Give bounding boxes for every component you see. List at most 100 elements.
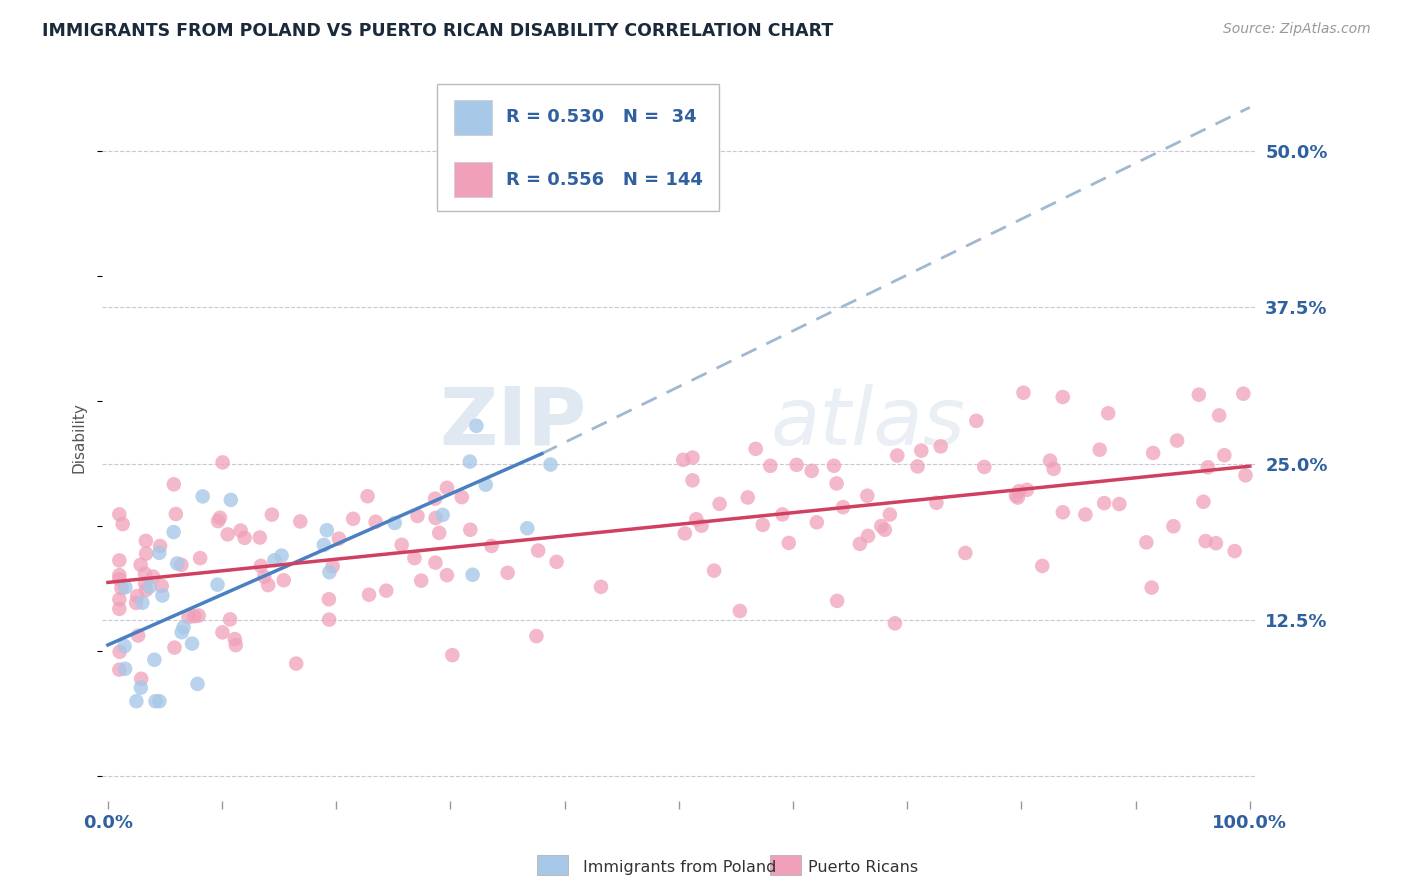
Text: ZIP: ZIP <box>439 384 586 461</box>
Point <box>135 533 157 548</box>
Point <box>357 588 380 602</box>
Point <box>737 491 759 505</box>
Point <box>170 625 193 640</box>
Point <box>1008 484 1031 499</box>
Point <box>249 558 271 573</box>
Point <box>907 459 929 474</box>
Point <box>188 551 211 566</box>
Point <box>165 507 187 521</box>
Point <box>217 527 239 541</box>
Point <box>886 449 908 463</box>
Point <box>131 596 153 610</box>
Point <box>1208 409 1230 423</box>
Point <box>425 556 447 570</box>
Point <box>1074 508 1097 522</box>
Point <box>1163 519 1185 533</box>
Point <box>925 496 948 510</box>
Point <box>955 546 977 560</box>
Point <box>1088 442 1111 457</box>
Point <box>516 521 538 535</box>
Point <box>143 653 166 667</box>
Point <box>703 564 725 578</box>
Point <box>589 580 612 594</box>
Point <box>229 524 252 538</box>
Point <box>461 567 484 582</box>
Point <box>384 516 406 530</box>
Point <box>233 531 256 545</box>
Point <box>219 492 242 507</box>
Point <box>682 450 704 465</box>
Point <box>436 481 458 495</box>
Point <box>1007 491 1029 505</box>
Point <box>260 508 283 522</box>
Point <box>744 442 766 456</box>
Point <box>411 574 433 588</box>
Text: Source: ZipAtlas.com: Source: ZipAtlas.com <box>1223 22 1371 37</box>
Point <box>832 500 855 515</box>
Point <box>825 476 848 491</box>
Point <box>1052 390 1074 404</box>
Point <box>219 612 242 626</box>
FancyBboxPatch shape <box>537 855 568 875</box>
Point <box>114 639 136 653</box>
Point <box>150 589 173 603</box>
Point <box>163 477 186 491</box>
Point <box>108 568 131 582</box>
Point <box>682 473 704 487</box>
Point <box>540 458 562 472</box>
Point <box>208 510 231 524</box>
Point <box>673 526 696 541</box>
Point <box>318 565 340 579</box>
Point <box>1234 468 1257 483</box>
Point <box>432 508 454 522</box>
Point <box>134 566 156 581</box>
Point <box>1194 534 1216 549</box>
Point <box>148 546 170 560</box>
Point <box>751 517 773 532</box>
Point <box>458 523 481 537</box>
Point <box>391 538 413 552</box>
Point <box>1108 497 1130 511</box>
Point <box>1142 446 1164 460</box>
Point <box>1052 505 1074 519</box>
Point <box>1188 387 1211 401</box>
Text: IMMIGRANTS FROM POLAND VS PUERTO RICAN DISABILITY CORRELATION CHART: IMMIGRANTS FROM POLAND VS PUERTO RICAN D… <box>42 22 834 40</box>
Point <box>134 576 156 591</box>
Point <box>465 418 488 433</box>
Point <box>270 549 292 563</box>
Point <box>849 537 872 551</box>
Point <box>883 616 905 631</box>
Point <box>356 489 378 503</box>
Point <box>177 610 200 624</box>
Text: atlas: atlas <box>770 384 966 461</box>
Point <box>181 637 204 651</box>
Point <box>1039 453 1062 467</box>
Point <box>322 559 344 574</box>
Point <box>375 583 398 598</box>
Point <box>481 539 503 553</box>
Point <box>690 518 713 533</box>
Point <box>873 523 896 537</box>
Point <box>191 489 214 503</box>
Point <box>825 594 848 608</box>
Point <box>929 439 952 453</box>
Point <box>173 620 195 634</box>
Point <box>685 512 707 526</box>
Point <box>290 515 312 529</box>
Point <box>806 516 828 530</box>
Point <box>427 525 450 540</box>
Point <box>211 455 233 469</box>
Point <box>441 648 464 662</box>
Text: R = 0.556   N = 144: R = 0.556 N = 144 <box>506 171 703 189</box>
Point <box>425 511 447 525</box>
Point <box>1031 558 1053 573</box>
Point <box>1192 494 1215 508</box>
Point <box>1213 448 1236 462</box>
Point <box>364 515 387 529</box>
Point <box>207 577 229 591</box>
Point <box>225 638 247 652</box>
Point <box>856 529 879 543</box>
Point <box>162 524 184 539</box>
Point <box>170 558 193 572</box>
Point <box>973 460 995 475</box>
